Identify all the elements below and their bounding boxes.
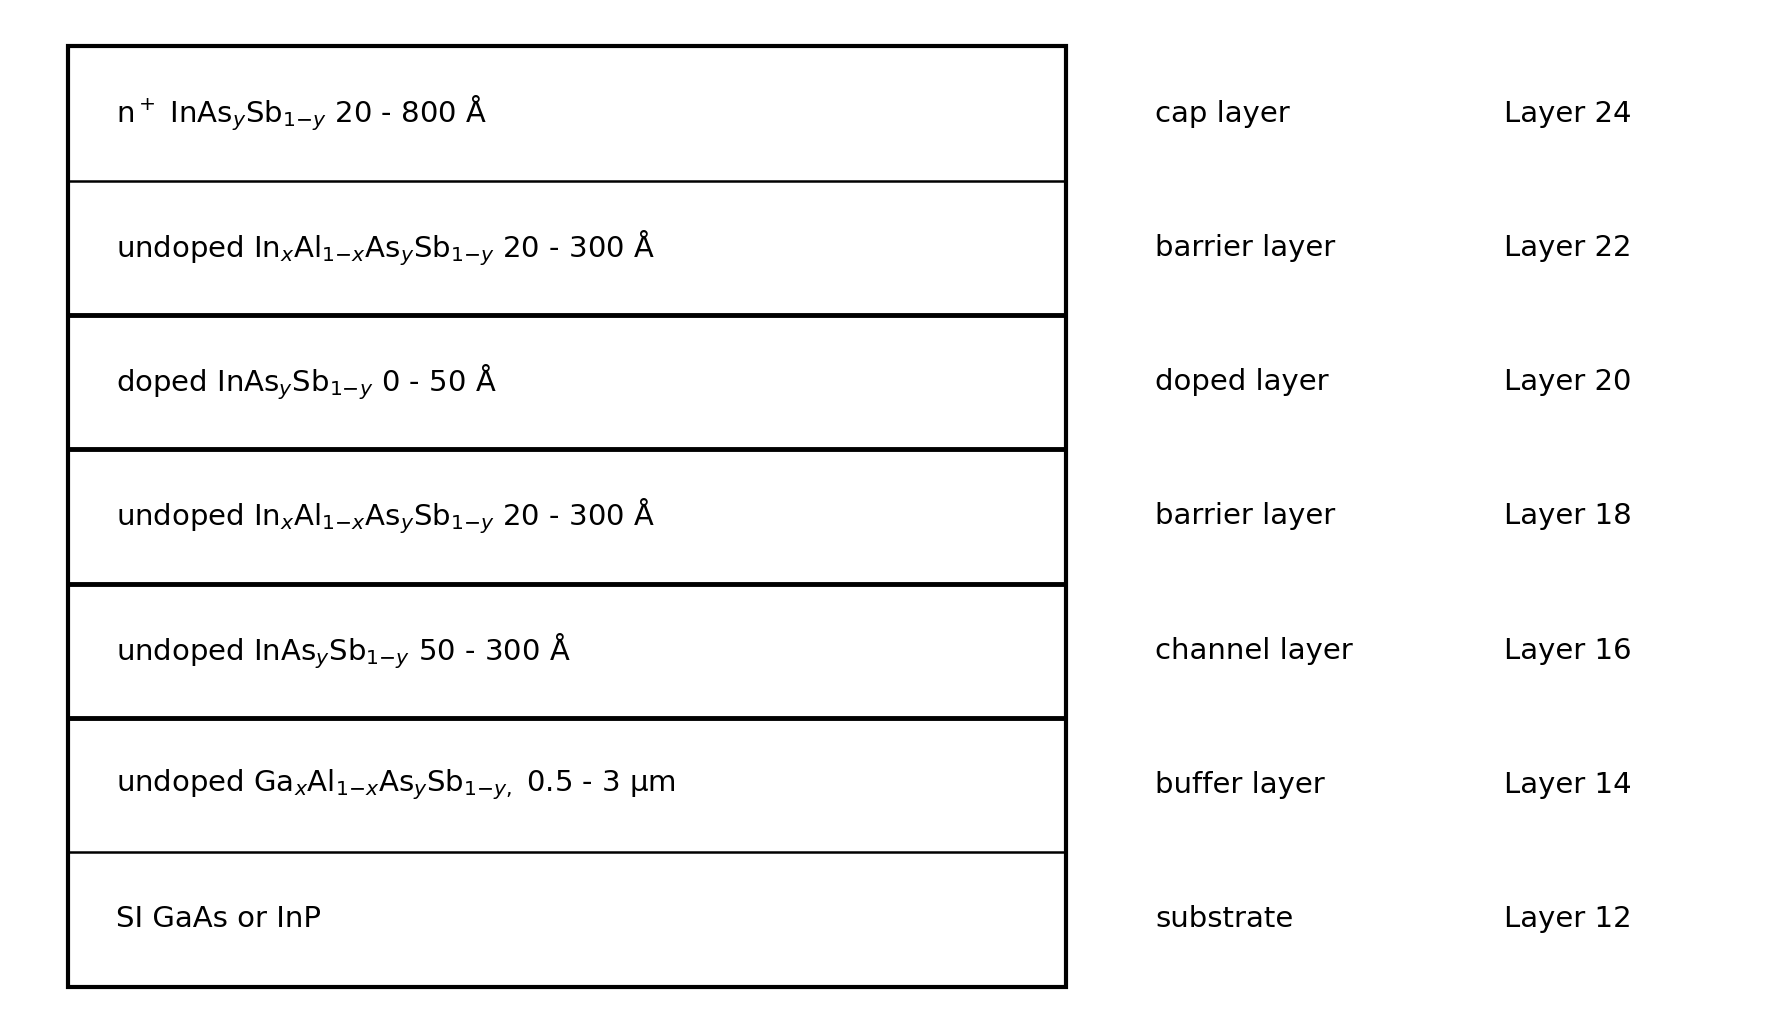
Text: barrier layer: barrier layer xyxy=(1155,502,1336,531)
Text: n$^+$ InAs$_y$Sb$_{1\mathrm{-}y}$ 20 - 800 Å: n$^+$ InAs$_y$Sb$_{1\mathrm{-}y}$ 20 - 8… xyxy=(116,94,487,133)
Text: Layer 16: Layer 16 xyxy=(1504,636,1632,665)
Text: substrate: substrate xyxy=(1155,905,1293,934)
Text: cap layer: cap layer xyxy=(1155,99,1290,128)
Text: barrier layer: barrier layer xyxy=(1155,233,1336,262)
Text: undoped InAs$_y$Sb$_{1\mathrm{-}y}$ 50 - 300 Å: undoped InAs$_y$Sb$_{1\mathrm{-}y}$ 50 -… xyxy=(116,631,571,670)
Text: doped layer: doped layer xyxy=(1155,368,1329,397)
Text: Layer 12: Layer 12 xyxy=(1504,905,1632,934)
Text: undoped In$_x$Al$_{1\mathrm{-}x}$As$_y$Sb$_{1\mathrm{-}y}$ 20 - 300 Å: undoped In$_x$Al$_{1\mathrm{-}x}$As$_y$S… xyxy=(116,228,656,268)
Text: doped InAs$_y$Sb$_{1\mathrm{-}y}$ 0 - 50 Å: doped InAs$_y$Sb$_{1\mathrm{-}y}$ 0 - 50… xyxy=(116,363,498,402)
Text: Layer 22: Layer 22 xyxy=(1504,233,1632,262)
Text: Layer 24: Layer 24 xyxy=(1504,99,1632,128)
Text: undoped In$_x$Al$_{1\mathrm{-}x}$As$_y$Sb$_{1\mathrm{-}y}$ 20 - 300 Å: undoped In$_x$Al$_{1\mathrm{-}x}$As$_y$S… xyxy=(116,497,656,536)
Text: Layer 18: Layer 18 xyxy=(1504,502,1632,531)
Bar xyxy=(68,46,1066,987)
Text: Layer 14: Layer 14 xyxy=(1504,771,1632,800)
Text: SI GaAs or InP: SI GaAs or InP xyxy=(116,905,321,934)
Text: buffer layer: buffer layer xyxy=(1155,771,1325,800)
Text: undoped Ga$_x$Al$_{1\mathrm{-}x}$As$_y$Sb$_{1\mathrm{-}y,}$ 0.5 - 3 μm: undoped Ga$_x$Al$_{1\mathrm{-}x}$As$_y$S… xyxy=(116,768,677,803)
Text: Layer 20: Layer 20 xyxy=(1504,368,1632,397)
Text: channel layer: channel layer xyxy=(1155,636,1352,665)
